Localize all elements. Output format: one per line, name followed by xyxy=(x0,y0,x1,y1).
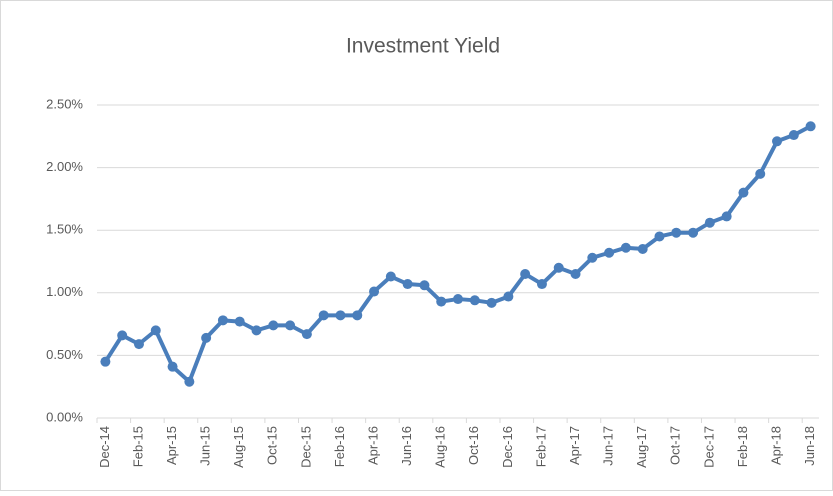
marker xyxy=(369,286,380,297)
marker xyxy=(150,325,161,336)
x-tick-label: Feb-18 xyxy=(735,426,750,467)
x-tick-label: Apr-16 xyxy=(365,426,380,465)
marker xyxy=(654,231,665,242)
y-tick-label: 2.00% xyxy=(46,159,83,174)
y-tick-label: 0.50% xyxy=(46,347,83,362)
marker xyxy=(251,325,262,336)
y-tick-label: 0.00% xyxy=(46,409,83,424)
x-tick-label: Feb-15 xyxy=(130,426,145,467)
marker xyxy=(620,242,631,253)
marker xyxy=(419,280,430,291)
marker xyxy=(402,279,413,290)
x-tick-label: Dec-15 xyxy=(298,426,313,468)
marker xyxy=(301,329,312,340)
marker xyxy=(721,211,732,222)
marker xyxy=(453,294,463,305)
marker xyxy=(133,339,144,350)
marker xyxy=(637,243,648,254)
marker xyxy=(184,376,195,387)
marker xyxy=(587,252,598,263)
marker xyxy=(167,361,178,372)
marker xyxy=(486,297,497,308)
marker xyxy=(503,291,514,302)
marker xyxy=(318,310,329,321)
y-tick-label: 1.50% xyxy=(46,222,83,237)
marker xyxy=(217,315,228,326)
marker xyxy=(201,332,212,343)
x-tick-label: Dec-14 xyxy=(97,426,112,468)
x-tick-label: Feb-16 xyxy=(332,426,347,467)
marker xyxy=(604,247,615,258)
y-tick-label: 1.00% xyxy=(46,284,83,299)
marker xyxy=(738,187,749,198)
x-tick-label: Jun-18 xyxy=(802,426,817,466)
marker xyxy=(285,320,296,331)
marker xyxy=(755,168,766,179)
x-tick-label: Apr-18 xyxy=(768,426,783,465)
marker xyxy=(117,330,128,341)
x-tick-label: Feb-17 xyxy=(533,426,548,467)
x-tick-label: Aug-16 xyxy=(433,426,448,468)
marker xyxy=(335,310,346,321)
marker xyxy=(469,295,480,306)
marker xyxy=(570,269,581,280)
chart-title: Investment Yield xyxy=(346,35,500,58)
x-tick-label: Oct-17 xyxy=(668,426,683,465)
marker xyxy=(234,316,245,327)
x-tick-label: Jun-15 xyxy=(198,426,213,466)
marker xyxy=(772,136,783,147)
marker xyxy=(536,279,547,290)
marker xyxy=(268,320,279,331)
marker xyxy=(704,217,715,228)
marker xyxy=(553,262,564,273)
marker xyxy=(788,130,799,141)
marker xyxy=(436,296,447,307)
x-tick-label: Aug-17 xyxy=(634,426,649,468)
x-tick-label: Dec-16 xyxy=(500,426,515,468)
x-tick-label: Oct-15 xyxy=(265,426,280,465)
marker xyxy=(805,121,816,132)
marker xyxy=(671,227,682,238)
marker xyxy=(385,271,396,282)
marker xyxy=(688,227,699,238)
marker xyxy=(100,356,111,367)
marker xyxy=(352,310,363,321)
x-tick-label: Apr-17 xyxy=(567,426,582,465)
x-tick-label: Dec-17 xyxy=(701,426,716,468)
x-tick-label: Aug-15 xyxy=(231,426,246,468)
x-tick-label: Jun-16 xyxy=(399,426,414,466)
marker xyxy=(520,269,531,280)
x-tick-label: Apr-15 xyxy=(164,426,179,465)
x-tick-label: Oct-16 xyxy=(466,426,481,465)
y-tick-label: 2.50% xyxy=(46,96,83,111)
x-tick-label: Jun-17 xyxy=(601,426,616,466)
